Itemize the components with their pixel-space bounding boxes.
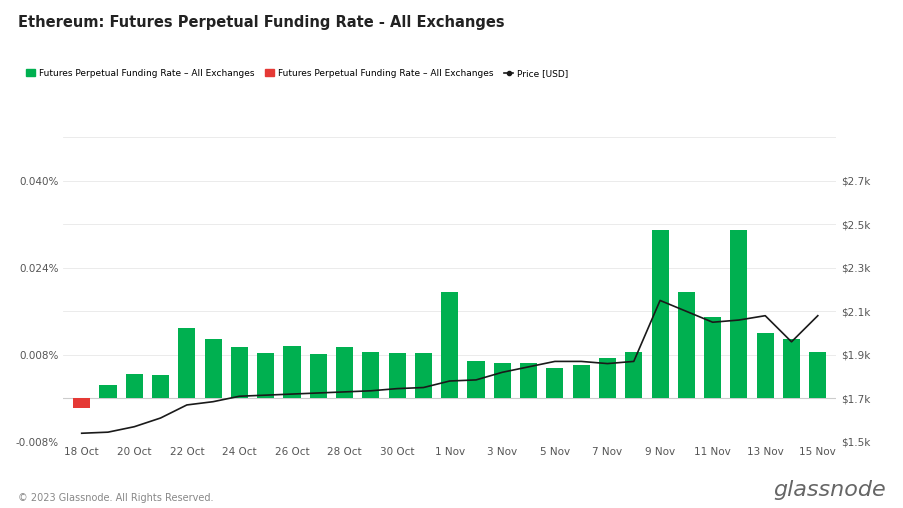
Bar [651,230,668,398]
Bar [441,292,458,398]
Bar [545,368,563,398]
Legend: Futures Perpetual Funding Rate – All Exchanges, Futures Perpetual Funding Rate –: Futures Perpetual Funding Rate – All Exc… [23,66,571,82]
Bar [677,292,694,398]
Bar [493,363,510,398]
Bar [703,317,721,398]
Bar [625,352,642,398]
Bar [178,328,195,398]
Bar [782,338,799,398]
Bar [599,358,615,398]
Bar [572,365,589,398]
Bar [204,338,221,398]
Bar [808,352,825,398]
Bar [730,230,747,398]
Bar [310,354,327,398]
Bar [126,374,143,398]
Text: Ethereum: Futures Perpetual Funding Rate - All Exchanges: Ethereum: Futures Perpetual Funding Rate… [18,15,504,30]
Bar [230,347,247,398]
Bar [284,346,300,398]
Bar [256,353,274,398]
Bar [336,347,353,398]
Bar [414,353,432,398]
Bar [152,375,169,398]
Text: glassnode: glassnode [772,481,885,500]
Bar [467,361,484,398]
Bar [362,352,379,398]
Bar [73,398,90,408]
Bar [519,363,536,398]
Bar [99,385,116,398]
Text: © 2023 Glassnode. All Rights Reserved.: © 2023 Glassnode. All Rights Reserved. [18,493,213,503]
Bar [756,333,773,398]
Bar [388,353,405,398]
